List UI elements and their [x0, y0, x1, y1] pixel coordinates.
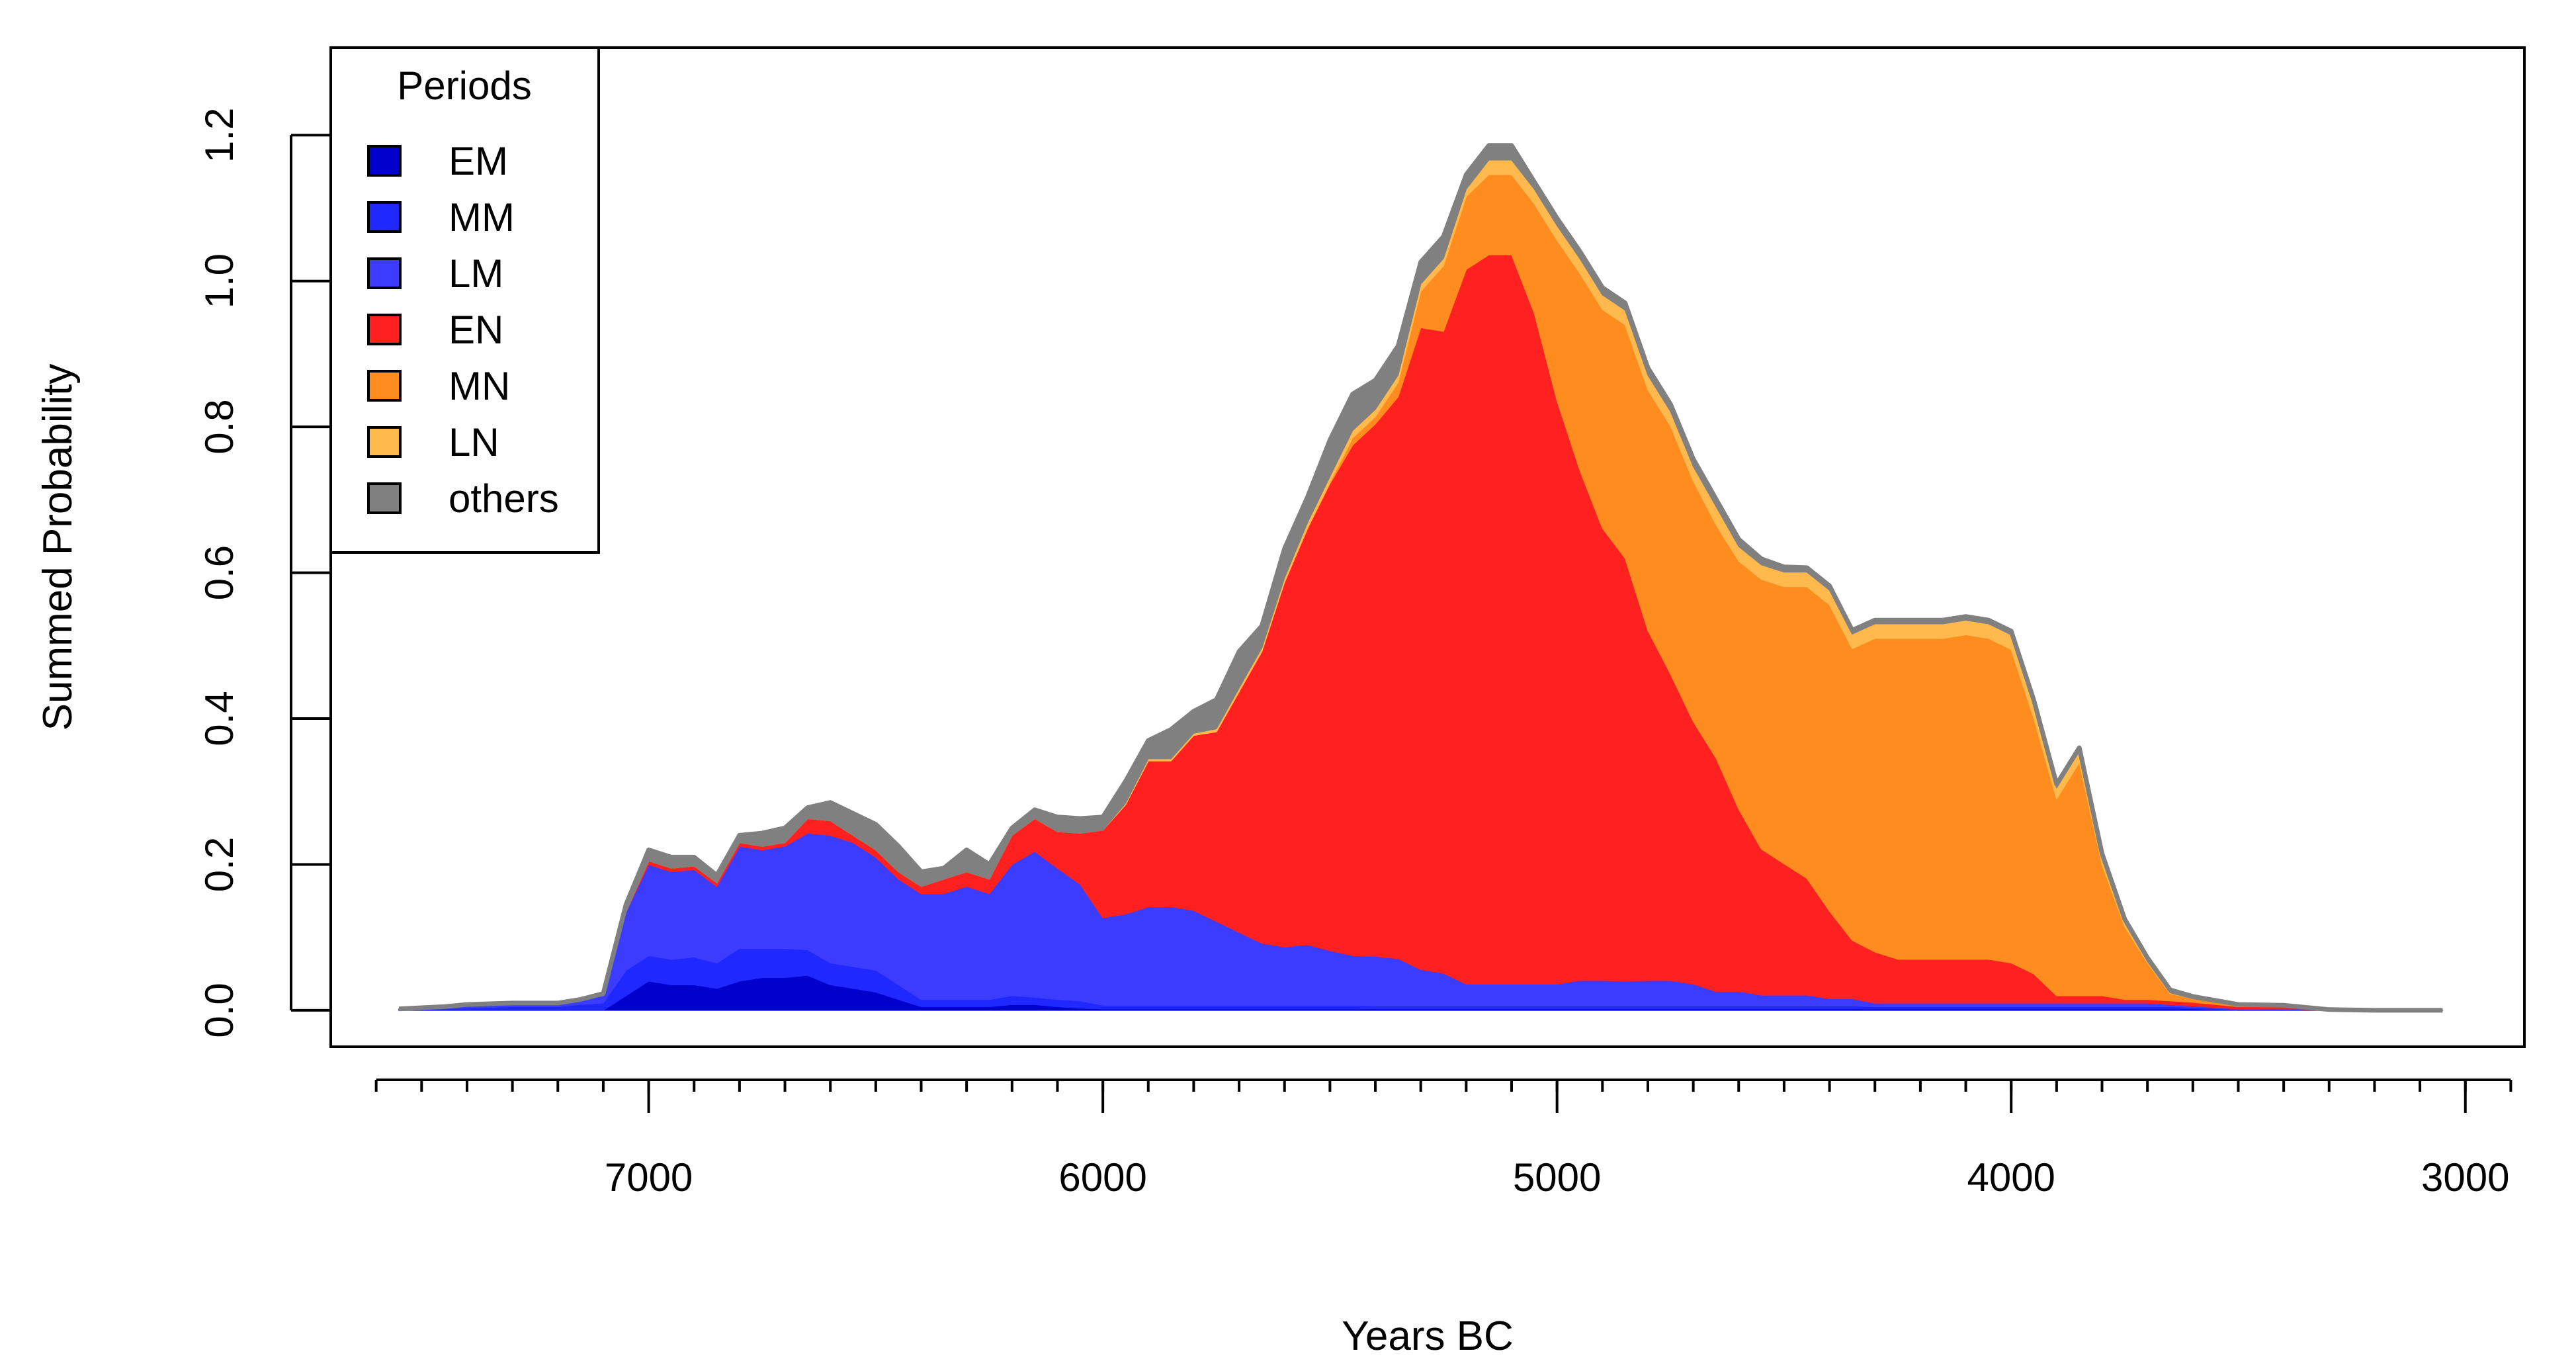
x-tick-label: 4000 [1967, 1155, 2055, 1200]
legend: Periods EM MM LM EN MN LN others [329, 46, 600, 554]
x-tick-label: 7000 [605, 1155, 693, 1200]
legend-label-mn: MN [449, 364, 510, 408]
area-layers [398, 143, 2444, 1013]
legend-label-en: EN [449, 308, 503, 352]
legend-label-mm: MM [449, 195, 515, 240]
legend-label-em: EM [449, 139, 508, 183]
y-tick-label: 1.2 [197, 108, 241, 163]
y-tick-label: 0.6 [197, 545, 241, 600]
y-tick-label: 0.8 [197, 399, 241, 454]
legend-swatch-mm [367, 201, 402, 233]
y-axis: 0.0 0.2 0.4 0.6 0.8 1.0 1.2 [197, 108, 329, 1038]
x-axis-title: Years BC [1342, 1313, 1514, 1359]
legend-swatch-others [367, 482, 402, 514]
legend-swatch-mn [367, 370, 402, 402]
x-tick-label: 5000 [1513, 1155, 1601, 1200]
legend-swatch-em [367, 145, 402, 177]
x-tick-label: 6000 [1058, 1155, 1146, 1200]
y-tick-label: 0.0 [197, 983, 241, 1037]
legend-items: EM MM LM EN MN LN others [367, 139, 559, 521]
legend-title: Periods [397, 64, 531, 108]
y-tick-label: 0.4 [197, 691, 241, 746]
legend-box [329, 46, 600, 554]
y-tick-label: 0.2 [197, 837, 241, 892]
legend-swatch-en [367, 314, 402, 345]
y-tick-label: 1.0 [197, 253, 241, 308]
total-outline [398, 143, 2443, 1013]
legend-swatch-ln [367, 426, 402, 458]
x-tick-label: 3000 [2421, 1155, 2509, 1200]
legend-label-ln: LN [449, 420, 499, 464]
x-axis: 7000 6000 5000 4000 3000 [374, 1079, 2512, 1200]
legend-label-lm: LM [449, 251, 503, 296]
legend-label-others: others [449, 476, 559, 521]
y-axis-title: Summed Probability [35, 364, 81, 731]
legend-swatch-lm [367, 257, 402, 289]
